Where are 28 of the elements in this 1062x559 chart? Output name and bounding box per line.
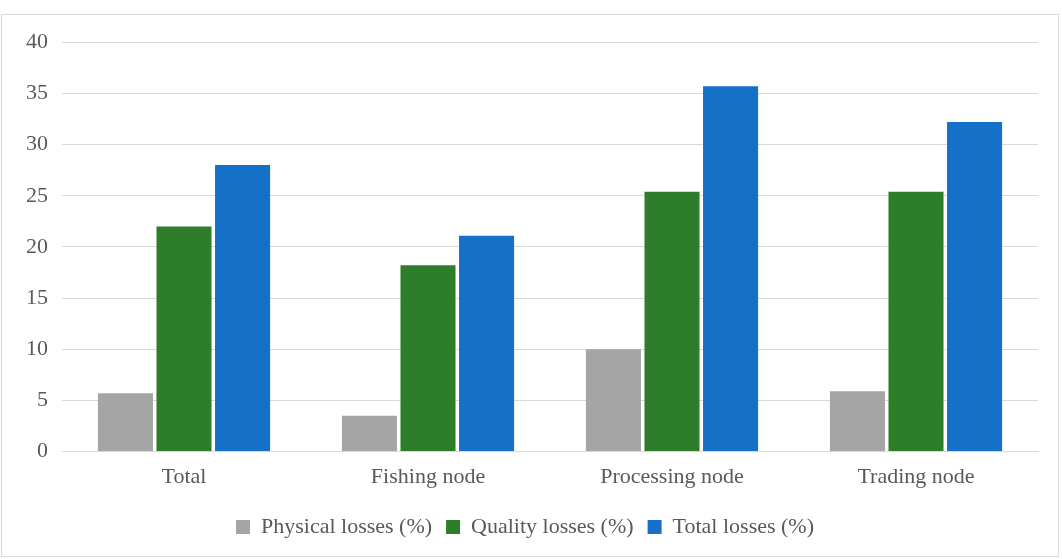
bar — [947, 122, 1003, 452]
y-tick-label: 40 — [26, 27, 48, 53]
bar — [459, 235, 515, 452]
x-tick-label: Processing node — [600, 462, 744, 488]
bar — [156, 226, 212, 452]
y-tick-label: 20 — [26, 232, 48, 258]
y-tick-label: 15 — [26, 283, 48, 309]
x-tick-label: Trading node — [857, 462, 975, 488]
legend-label: Total losses (%) — [672, 512, 815, 538]
legend-label: Physical losses (%) — [260, 512, 433, 538]
x-tick-label: Fishing node — [370, 462, 486, 488]
y-tick-label: 5 — [37, 386, 48, 412]
y-tick-label: 25 — [26, 181, 48, 207]
bar — [644, 191, 700, 452]
bar — [400, 265, 456, 452]
bar — [585, 349, 641, 452]
bar — [829, 391, 885, 452]
y-tick-label: 10 — [26, 335, 48, 361]
y-tick-label: 0 — [37, 437, 48, 463]
y-tick-label: 30 — [26, 130, 48, 156]
legend-label: Quality losses (%) — [471, 512, 634, 538]
bar — [703, 86, 759, 452]
bar — [341, 415, 397, 452]
y-tick-label: 35 — [26, 79, 48, 105]
bar — [215, 165, 271, 452]
bar — [888, 191, 944, 452]
bar — [97, 393, 153, 452]
x-tick-label: Total — [161, 462, 207, 488]
